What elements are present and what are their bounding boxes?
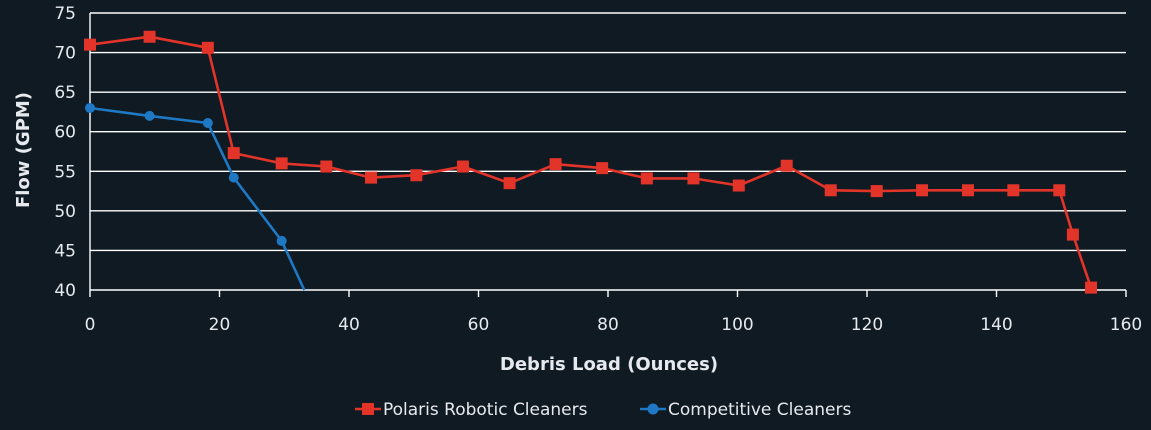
data-point-0-2	[201, 41, 214, 54]
x-tick-label-80: 80	[597, 315, 619, 335]
data-point-0-23	[1085, 281, 1098, 294]
x-tick-label-40: 40	[338, 315, 360, 335]
data-point-0-19	[962, 184, 975, 197]
x-tick-label-0: 0	[85, 315, 96, 335]
data-point-0-22	[1066, 228, 1079, 241]
data-point-0-15	[780, 159, 793, 172]
data-point-0-9	[503, 177, 516, 190]
axis-layer: 40 45 50 55 60 65 70 75 0 20 40 60 80 100 120 140 160	[54, 4, 1142, 335]
y-tick-label-45: 45	[54, 241, 76, 261]
x-tick-label-20: 20	[209, 315, 231, 335]
y-tick-label-65: 65	[54, 83, 76, 103]
data-point-1-3	[228, 172, 239, 183]
y-tick-label-40: 40	[54, 281, 76, 301]
legend-label-0: Polaris Robotic Cleaners	[383, 400, 588, 420]
series-line-1	[89, 106, 306, 291]
x-tick-label-120: 120	[851, 315, 883, 335]
series-layer	[84, 30, 1098, 294]
data-point-0-20	[1007, 184, 1020, 197]
data-point-1-0	[85, 102, 95, 113]
x-tick-label-160: 160	[1110, 315, 1142, 335]
data-point-0-1	[143, 30, 156, 43]
x-tick-label-140: 140	[980, 315, 1012, 335]
data-point-0-18	[916, 184, 929, 197]
data-point-0-17	[870, 185, 883, 198]
data-point-0-12	[640, 172, 653, 185]
series-0	[84, 30, 1098, 294]
data-point-0-13	[687, 172, 700, 185]
series-1	[85, 102, 306, 291]
data-point-0-10	[549, 158, 562, 171]
grid-layer	[90, 12, 1126, 291]
y-tick-label-60: 60	[54, 123, 76, 143]
legend-label-1: Competitive Cleaners	[668, 400, 851, 420]
y-tick-label-75: 75	[54, 4, 76, 24]
data-point-0-14	[732, 179, 745, 192]
data-point-0-4	[275, 157, 288, 170]
x-axis-title: Debris Load (Ounces)	[500, 354, 718, 375]
legend: Polaris Robotic Cleaners Competitive Clea…	[355, 400, 851, 420]
legend-marker-0	[362, 403, 374, 415]
y-tick-label-55: 55	[54, 162, 76, 182]
y-tick-label-70: 70	[54, 44, 76, 64]
data-point-1-2	[202, 118, 213, 129]
data-point-0-0	[84, 38, 96, 51]
data-point-0-6	[365, 171, 378, 184]
series-line-0	[89, 35, 1093, 289]
data-point-0-11	[596, 162, 609, 175]
data-point-1-4	[276, 235, 287, 246]
y-tick-label-50: 50	[54, 202, 76, 222]
data-point-1-1	[144, 110, 155, 121]
data-point-0-8	[456, 160, 469, 173]
y-axis-title: Flow (GPM)	[13, 92, 34, 208]
x-tick-label-100: 100	[721, 315, 753, 335]
data-point-0-7	[410, 169, 423, 182]
data-point-0-5	[320, 160, 333, 173]
data-point-0-21	[1053, 184, 1066, 197]
data-point-0-3	[227, 147, 240, 160]
legend-marker-1	[647, 403, 659, 415]
data-point-0-16	[824, 184, 837, 197]
x-tick-label-60: 60	[468, 315, 490, 335]
